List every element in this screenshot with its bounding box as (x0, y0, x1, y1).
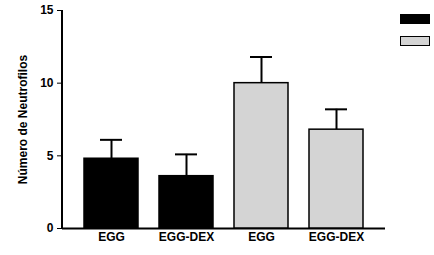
svg-text:15: 15 (40, 3, 54, 17)
svg-text:5: 5 (47, 149, 54, 163)
svg-text:0: 0 (47, 221, 54, 235)
svg-text:Número de Neutrofilos: Número de Neutrofilos (16, 55, 30, 185)
svg-text:EGG: EGG (248, 230, 275, 244)
svg-text:EGG: EGG (98, 230, 125, 244)
svg-text:EGG-DEX: EGG-DEX (309, 230, 364, 244)
svg-text:10: 10 (40, 76, 54, 90)
svg-text:EGG-DEX: EGG-DEX (159, 230, 214, 244)
